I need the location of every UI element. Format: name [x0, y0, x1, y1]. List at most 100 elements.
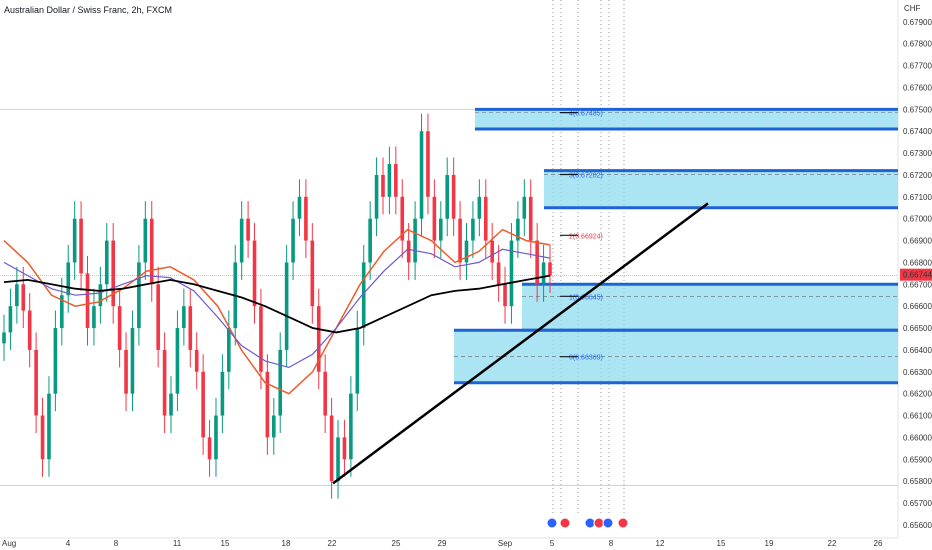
candle-body — [310, 240, 315, 307]
x-tick-label: 25 — [392, 539, 401, 548]
y-tick-label: 0.66900 — [903, 237, 932, 246]
candle-body — [34, 349, 38, 416]
candle-body — [111, 240, 115, 307]
zone-box — [544, 170, 898, 208]
candle-body — [304, 196, 308, 241]
y-tick-label: 0.66200 — [903, 390, 932, 399]
candle-body — [47, 393, 51, 460]
y-tick-label: 0.67300 — [903, 149, 932, 158]
candle-body — [426, 131, 430, 197]
candle-body — [214, 415, 218, 460]
x-tick-label: 4 — [66, 539, 71, 548]
candle-body — [439, 218, 443, 241]
candle-body — [98, 284, 103, 307]
candle-body — [432, 196, 437, 241]
candle-body — [278, 349, 283, 416]
x-tick-label: 8 — [609, 539, 614, 548]
candle-body — [323, 371, 327, 416]
y-tick-label: 0.66400 — [903, 346, 932, 355]
zone-label: 3(0.67202) — [569, 173, 603, 180]
chart-title: Australian Dollar / Swiss Franc, 2h, FXC… — [4, 5, 173, 15]
candle-body — [413, 218, 417, 263]
last-price-tag — [900, 268, 932, 281]
x-tick-label: 22 — [828, 539, 837, 548]
y-tick-label: 0.67500 — [903, 105, 932, 114]
x-tick-label: Aug — [2, 539, 16, 548]
trendline — [332, 202, 709, 485]
x-tick-label: 26 — [874, 539, 883, 548]
candle-body — [239, 218, 244, 263]
candle-body — [464, 240, 469, 263]
candle-body — [72, 218, 77, 263]
y-tick-label: 0.67100 — [903, 193, 932, 202]
candle-body — [419, 131, 424, 219]
candle-body — [368, 218, 372, 263]
x-tick-label: 8 — [114, 539, 119, 548]
event-flag-icon — [617, 517, 629, 529]
event-flag-icon — [602, 517, 614, 529]
candle-body — [227, 328, 231, 372]
ma-purple-line — [3, 248, 551, 369]
candle-body — [188, 306, 193, 350]
candle-body — [162, 349, 167, 416]
candle-body — [156, 284, 160, 350]
candle-body — [349, 393, 353, 460]
y-tick-label: 0.66500 — [903, 324, 932, 333]
candle-body — [528, 196, 533, 241]
candle-body — [149, 218, 154, 285]
candle-body — [66, 262, 71, 296]
y-tick-label: 0.67000 — [903, 215, 932, 224]
x-tick-label: 29 — [438, 539, 447, 548]
candle-body — [117, 306, 122, 350]
candle-body — [516, 218, 520, 241]
candle-body — [394, 164, 398, 197]
candle-body — [104, 240, 109, 285]
candle-body — [471, 218, 475, 241]
candle-body — [284, 262, 289, 350]
y-tick-label: 0.66600 — [903, 302, 932, 311]
candle-body — [21, 284, 26, 311]
event-flag-icon — [559, 517, 571, 529]
candle-body — [194, 349, 199, 372]
candle-body — [201, 371, 205, 438]
candle-body — [297, 196, 302, 219]
candle-body — [336, 437, 340, 482]
candle-body — [259, 306, 263, 372]
y-tick-label: 0.67900 — [903, 18, 932, 27]
x-tick-label: Sep — [498, 539, 513, 548]
candle-body — [490, 240, 494, 263]
candle-body — [535, 240, 539, 285]
candle-body — [381, 174, 385, 197]
candle-body — [143, 218, 148, 263]
x-tick-label: 15 — [221, 539, 230, 548]
y-tick-label: 0.66800 — [903, 258, 932, 267]
ma-orange-line — [3, 228, 551, 395]
x-tick-label: 19 — [765, 539, 774, 548]
last-price-label: 0.66744 — [903, 271, 932, 280]
candle-body — [53, 328, 58, 394]
candle-body — [477, 196, 482, 219]
candle-body — [92, 306, 96, 329]
y-tick-label: 0.65900 — [903, 455, 932, 464]
candle-body — [355, 328, 360, 394]
zone-label: 4(0.67485) — [569, 111, 603, 118]
y-tick-label: 0.67200 — [903, 171, 932, 180]
candle-body — [374, 174, 379, 219]
candle-body — [246, 218, 250, 241]
candle-body — [207, 437, 212, 460]
y-tick-label: 0.67800 — [903, 40, 932, 49]
candle-body — [27, 310, 32, 350]
candle-body — [124, 349, 128, 394]
candle-body — [509, 240, 514, 307]
candle-body — [342, 437, 347, 460]
x-tick-label: 15 — [717, 539, 726, 548]
zone-label: 0(0.66369) — [569, 355, 603, 362]
zone-box — [475, 109, 898, 130]
candle-body — [182, 306, 186, 329]
candle-body — [503, 284, 507, 307]
candle-body — [406, 240, 411, 263]
x-tick-label: 11 — [173, 539, 182, 548]
zone-label: 2(0.66924) — [569, 233, 603, 240]
